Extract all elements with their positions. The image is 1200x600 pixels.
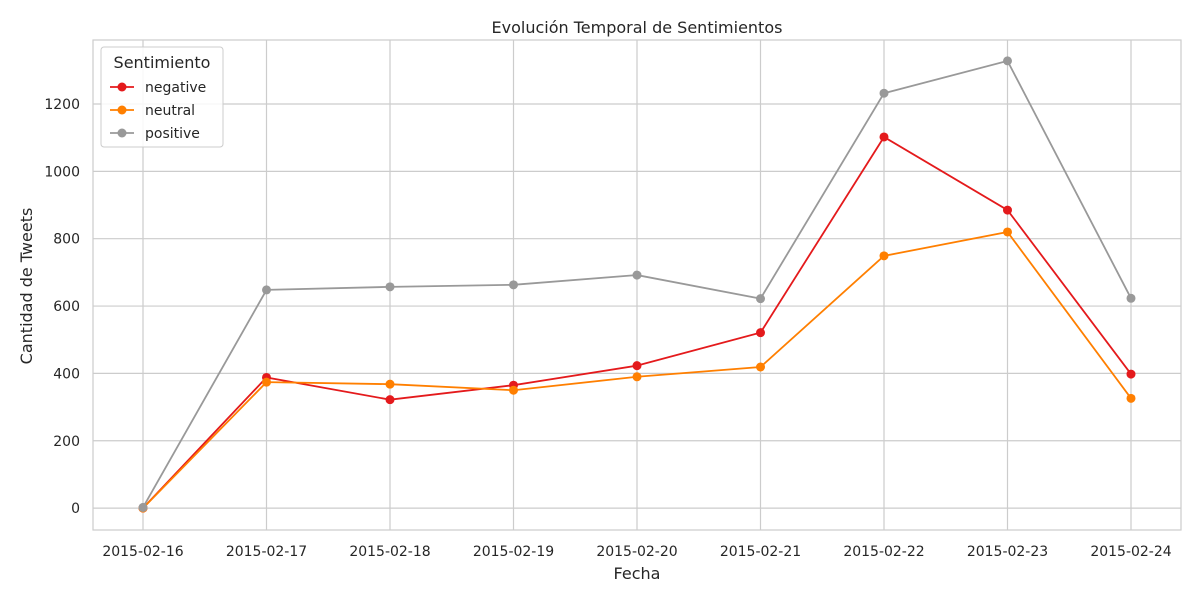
legend-items: negative neutral positive (110, 80, 206, 142)
x-tick-label: 2015-02-18 (349, 544, 430, 560)
y-tick-label: 800 (53, 232, 80, 248)
y-tick-label: 1200 (44, 97, 80, 113)
x-tick-label: 2015-02-16 (102, 544, 183, 560)
legend-label-positive: positive (145, 126, 200, 142)
data-point-positive (262, 285, 271, 295)
data-point-negative (1003, 205, 1012, 215)
x-tick-label: 2015-02-24 (1090, 544, 1171, 560)
data-point-neutral (632, 372, 642, 382)
y-tick-labels: 0 200 400 600 800 1000 1200 (44, 97, 80, 517)
legend-item-negative: negative (110, 80, 206, 96)
data-point-positive (1003, 56, 1012, 66)
y-tick-label: 600 (53, 299, 80, 315)
data-point-negative (632, 361, 642, 371)
legend-box (100, 46, 224, 148)
legend-marker-negative (117, 82, 127, 92)
data-point-neutral (509, 385, 518, 395)
data-point-positive (385, 282, 395, 292)
legend-item-positive: positive (110, 126, 200, 142)
data-point-negative (385, 395, 395, 405)
plot-frame (92, 39, 1182, 531)
x-axis-label: Fecha (614, 564, 661, 583)
x-tick-label: 2015-02-19 (473, 544, 554, 560)
y-tick-label: 200 (53, 434, 80, 450)
chart-title: Evolución Temporal de Sentimientos (492, 18, 783, 37)
data-point-negative (879, 132, 889, 142)
series-neutral (138, 227, 1136, 513)
data-point-positive (1126, 293, 1136, 303)
grid-lines (93, 40, 1181, 530)
data-point-negative (1126, 369, 1136, 379)
series-group (138, 56, 1136, 513)
data-point-positive (632, 270, 642, 280)
x-tick-label: 2015-02-22 (843, 544, 924, 560)
legend: Sentimiento negative neutral positive (100, 46, 224, 148)
data-point-negative (756, 328, 765, 338)
x-tick-label: 2015-02-17 (226, 544, 307, 560)
data-point-neutral (756, 362, 765, 372)
x-tick-label: 2015-02-20 (596, 544, 677, 560)
series-positive (138, 56, 1136, 512)
x-tick-label: 2015-02-21 (720, 544, 801, 560)
legend-title: Sentimiento (114, 53, 211, 72)
y-tick-label: 1000 (44, 164, 80, 180)
legend-item-neutral: neutral (110, 103, 195, 119)
legend-marker-neutral (117, 105, 127, 115)
data-point-neutral (262, 377, 271, 387)
y-tick-label: 0 (71, 501, 80, 517)
data-point-positive (756, 294, 765, 304)
data-point-neutral (385, 379, 395, 389)
data-point-positive (879, 88, 889, 98)
legend-label-neutral: neutral (145, 103, 195, 119)
data-point-positive (138, 502, 148, 512)
x-tick-labels: 2015-02-16 2015-02-17 2015-02-18 2015-02-19… (102, 544, 1171, 560)
data-point-neutral (1126, 393, 1136, 403)
data-point-neutral (1003, 227, 1012, 237)
legend-marker-positive (117, 128, 127, 138)
legend-label-negative: negative (145, 80, 206, 96)
data-point-positive (509, 280, 518, 290)
y-axis-label: Cantidad de Tweets (17, 208, 36, 365)
x-tick-label: 2015-02-23 (967, 544, 1048, 560)
data-point-neutral (879, 251, 889, 261)
y-tick-label: 400 (53, 366, 80, 382)
